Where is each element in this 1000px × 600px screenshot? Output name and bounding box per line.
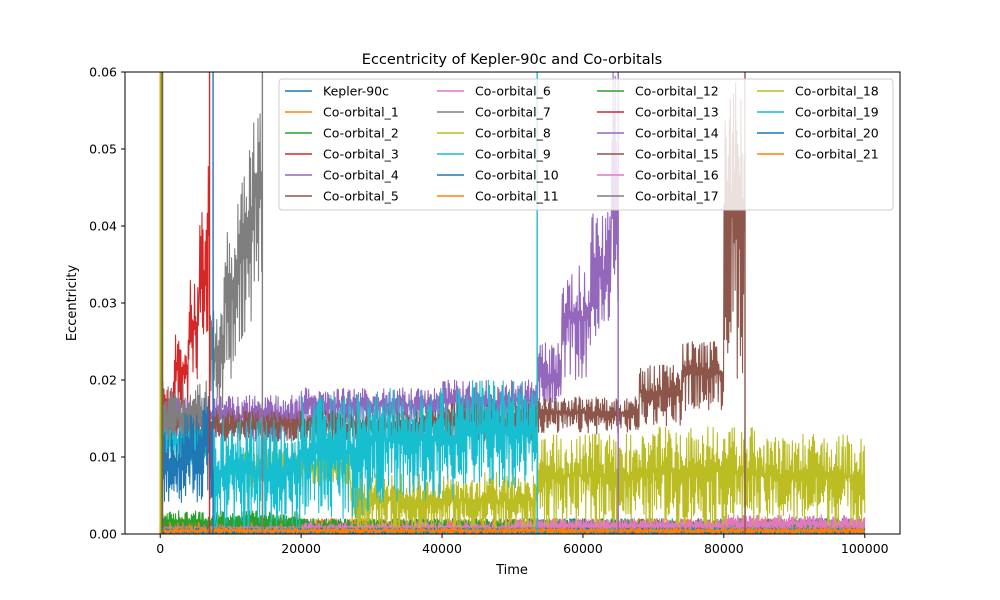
y-tick-label: 0.01	[89, 450, 117, 465]
legend-label: Co-orbital_5	[323, 189, 399, 204]
y-tick-label: 0.02	[89, 373, 117, 388]
series-line-co-orbital-7	[159, 113, 263, 458]
legend-label: Co-orbital_4	[323, 168, 399, 183]
series-line-co-orbital-9	[159, 379, 538, 534]
y-axis-label: Eccentricity	[65, 265, 80, 342]
x-tick-label: 0	[156, 541, 164, 556]
legend: Kepler-90c Co-orbital_1 Co-orbital_2 Co-orb…	[278, 78, 894, 211]
legend-label: Co-orbital_16	[635, 168, 719, 183]
legend-box	[278, 78, 894, 211]
legend-label: Co-orbital_14	[635, 126, 719, 141]
x-tick-label: 100000	[841, 541, 889, 556]
y-tick-label: 0.06	[89, 65, 117, 80]
x-tick-label: 80000	[704, 541, 744, 556]
series-line-co-orbital-10	[159, 396, 214, 503]
legend-label: Co-orbital_13	[635, 105, 719, 120]
legend-label: Co-orbital_21	[795, 147, 879, 162]
legend-label: Co-orbital_7	[475, 105, 551, 120]
legend-label: Co-orbital_17	[635, 189, 719, 204]
series-line-co-orbital-8	[230, 426, 866, 534]
legend-label: Co-orbital_9	[475, 147, 551, 162]
legend-label: Co-orbital_15	[635, 147, 719, 162]
legend-label: Co-orbital_10	[475, 168, 559, 183]
spikes-layer	[159, 72, 746, 534]
x-tick-label: 20000	[281, 541, 321, 556]
y-tick-label: 0.04	[89, 219, 117, 234]
x-tick-label: 60000	[563, 541, 603, 556]
y-axis: 0.00 0.01 0.02 0.03 0.04 0.05 0.06	[89, 65, 125, 542]
y-tick-label: 0.05	[89, 142, 117, 157]
x-tick-label: 40000	[422, 541, 462, 556]
series-line-co-orbital-4	[159, 72, 619, 443]
chart-title: Eccentricity of Kepler-90c and Co-orbita…	[362, 52, 662, 68]
legend-label: Co-orbital_3	[323, 147, 399, 162]
legend-label: Co-orbital_8	[475, 126, 551, 141]
legend-label: Co-orbital_11	[475, 189, 559, 204]
legend-label: Kepler-90c	[323, 84, 389, 99]
y-tick-label: 0.03	[89, 296, 117, 311]
x-axis: 0 20000 40000 60000 80000 100000	[156, 534, 889, 556]
y-tick-label: 0.00	[89, 527, 117, 542]
series-layer	[159, 72, 866, 534]
series-line-co-orbital-21	[159, 527, 866, 534]
legend-label: Co-orbital_18	[795, 84, 879, 99]
x-axis-label: Time	[495, 563, 528, 578]
series-line-co-orbital-5	[159, 82, 746, 443]
legend-label: Co-orbital_6	[475, 84, 551, 99]
legend-label: Co-orbital_2	[323, 126, 399, 141]
legend-label: Co-orbital_1	[323, 105, 399, 120]
legend-label: Co-orbital_12	[635, 84, 719, 99]
legend-label: Co-orbital_20	[795, 126, 879, 141]
legend-label: Co-orbital_19	[795, 105, 879, 120]
